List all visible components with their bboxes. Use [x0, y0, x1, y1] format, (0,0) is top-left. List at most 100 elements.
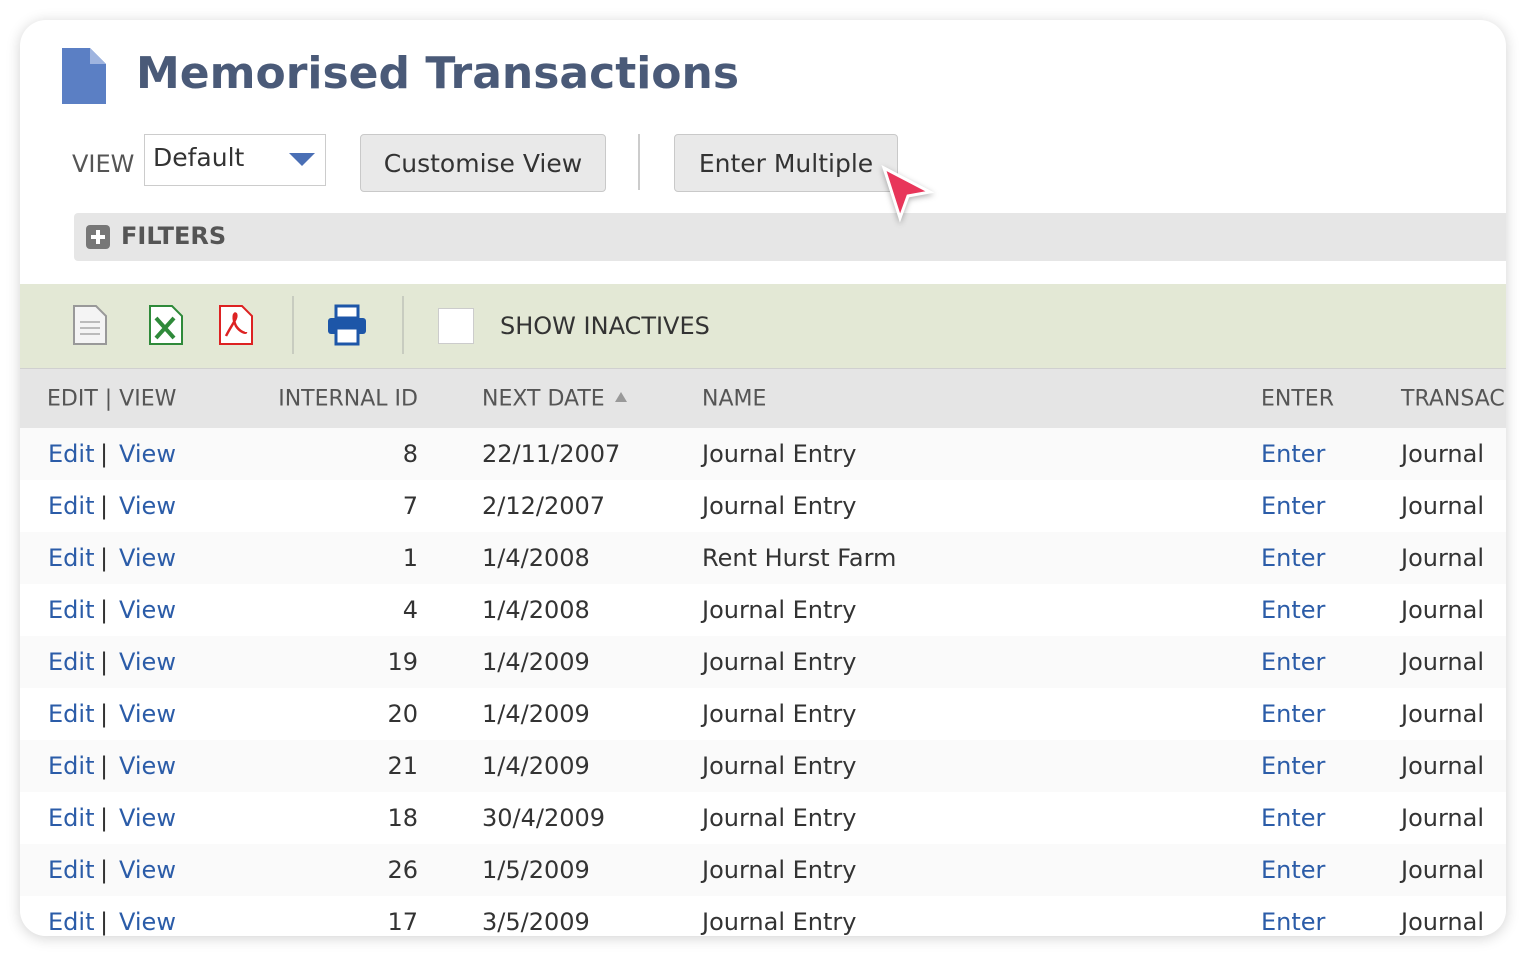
view-link[interactable]: View — [119, 544, 176, 572]
column-header[interactable]: NEXT DATE — [482, 386, 605, 412]
next-date: 1/4/2009 — [482, 648, 590, 676]
next-date: 1/4/2008 — [482, 596, 590, 624]
next-date: 1/4/2009 — [482, 700, 590, 728]
transaction-type: Journal — [1401, 440, 1485, 468]
view-link[interactable]: View — [119, 648, 176, 676]
internal-id: 21 — [387, 752, 418, 780]
internal-id: 4 — [402, 596, 418, 624]
enter-link[interactable]: Enter — [1261, 700, 1326, 728]
enter-link[interactable]: Enter — [1261, 544, 1326, 572]
enter-link[interactable]: Enter — [1261, 648, 1326, 676]
column-header[interactable]: ENTER — [1261, 386, 1334, 412]
view-link[interactable]: View — [119, 492, 176, 520]
page-icon — [62, 48, 106, 104]
table-row: Edit | View 17 3/5/2009 Journal Entry Enter Jou… — [20, 896, 1506, 936]
enter-link[interactable]: Enter — [1261, 492, 1326, 520]
edit-link[interactable]: Edit — [48, 700, 95, 728]
column-header[interactable]: TRANSAC — [1401, 386, 1505, 412]
table-row: Edit | View 20 1/4/2009 Journal Entry Enter Jou… — [20, 688, 1506, 741]
edit-link[interactable]: Edit — [48, 492, 95, 520]
separator: | — [100, 908, 109, 936]
table-row: Edit | View 7 2/12/2007 Journal Entry Enter Jou… — [20, 480, 1506, 533]
next-date: 30/4/2009 — [482, 804, 606, 832]
sort-indicator — [615, 392, 627, 402]
transaction-type: Journal — [1401, 700, 1485, 728]
name: Journal Entry — [702, 648, 857, 676]
column-header[interactable]: EDIT | VIEW — [47, 386, 177, 412]
view-value: Default — [153, 143, 245, 172]
transaction-type: Journal — [1401, 752, 1485, 780]
view-link[interactable]: View — [119, 804, 176, 832]
enter-link[interactable]: Enter — [1261, 856, 1326, 884]
transaction-type: Journal — [1401, 908, 1485, 936]
edit-link[interactable]: Edit — [48, 648, 95, 676]
next-date: 1/5/2009 — [482, 856, 590, 884]
customise-view-button[interactable]: Customise View — [360, 134, 606, 192]
checkbox[interactable] — [438, 308, 474, 344]
view-label: VIEW — [72, 150, 135, 178]
table-row: Edit | View 18 30/4/2009 Journal Entry Enter Jo… — [20, 792, 1506, 845]
expand-icon — [86, 225, 110, 249]
print-icon[interactable] — [326, 304, 368, 346]
transaction-type: Journal — [1401, 648, 1485, 676]
separator: | — [100, 492, 109, 520]
view-link[interactable]: View — [119, 700, 176, 728]
internal-id: 20 — [387, 700, 418, 728]
page-title: Memorised Transactions — [136, 48, 740, 99]
enter-link[interactable]: Enter — [1261, 440, 1326, 468]
internal-id: 19 — [387, 648, 418, 676]
enter-multiple-button[interactable]: Enter Multiple — [674, 134, 898, 192]
column-header[interactable]: INTERNAL ID — [278, 386, 418, 412]
enter-link[interactable]: Enter — [1261, 908, 1326, 936]
enter-link[interactable]: Enter — [1261, 596, 1326, 624]
transaction-type: Journal — [1401, 544, 1485, 572]
name: Journal Entry — [702, 492, 857, 520]
table-row: Edit | View 1 1/4/2008 Rent Hurst Farm Enter Jo… — [20, 532, 1506, 585]
view-link[interactable]: View — [119, 440, 176, 468]
divider — [638, 134, 640, 190]
separator: | — [100, 856, 109, 884]
edit-link[interactable]: Edit — [48, 908, 95, 936]
column-header[interactable]: NAME — [702, 386, 767, 412]
show-inactives-label: SHOW INACTIVES — [500, 312, 710, 340]
view-link[interactable]: View — [119, 752, 176, 780]
separator: | — [100, 804, 109, 832]
name: Rent Hurst Farm — [702, 544, 897, 572]
internal-id: 26 — [387, 856, 418, 884]
name: Journal Entry — [702, 700, 857, 728]
edit-link[interactable]: Edit — [48, 856, 95, 884]
divider — [292, 296, 294, 354]
export-excel-icon[interactable] — [146, 304, 186, 346]
edit-link[interactable]: Edit — [48, 596, 95, 624]
internal-id: 1 — [402, 544, 418, 572]
name: Journal Entry — [702, 804, 857, 832]
table-row: Edit | View 26 1/5/2009 Journal Entry Enter Jou… — [20, 844, 1506, 897]
edit-link[interactable]: Edit — [48, 440, 95, 468]
view-link[interactable]: View — [119, 596, 176, 624]
separator: | — [100, 752, 109, 780]
table-row: Edit | View 8 22/11/2007 Journal Entry Enter Jo… — [20, 428, 1506, 481]
name: Journal Entry — [702, 856, 857, 884]
view-link[interactable]: View — [119, 856, 176, 884]
export-pdf-icon[interactable] — [216, 304, 256, 346]
edit-link[interactable]: Edit — [48, 752, 95, 780]
edit-link[interactable]: Edit — [48, 804, 95, 832]
filters-label: FILTERS — [121, 222, 227, 250]
transaction-type: Journal — [1401, 596, 1485, 624]
enter-link[interactable]: Enter — [1261, 752, 1326, 780]
separator: | — [100, 440, 109, 468]
table-row: Edit | View 19 1/4/2009 Journal Entry Enter Jou… — [20, 636, 1506, 689]
view-link[interactable]: View — [119, 908, 176, 936]
filters-bar[interactable]: FILTERS — [74, 213, 1506, 261]
transaction-type: Journal — [1401, 492, 1485, 520]
edit-link[interactable]: Edit — [48, 544, 95, 572]
name: Journal Entry — [702, 440, 857, 468]
enter-link[interactable]: Enter — [1261, 804, 1326, 832]
button-label: Customise View — [383, 148, 583, 178]
view-select[interactable]: Default — [144, 134, 326, 186]
window: Memorised Transactions VIEW Default Cust… — [20, 20, 1506, 936]
cursor — [881, 164, 934, 223]
transaction-type: Journal — [1401, 804, 1485, 832]
export-csv-icon[interactable] — [70, 304, 110, 346]
